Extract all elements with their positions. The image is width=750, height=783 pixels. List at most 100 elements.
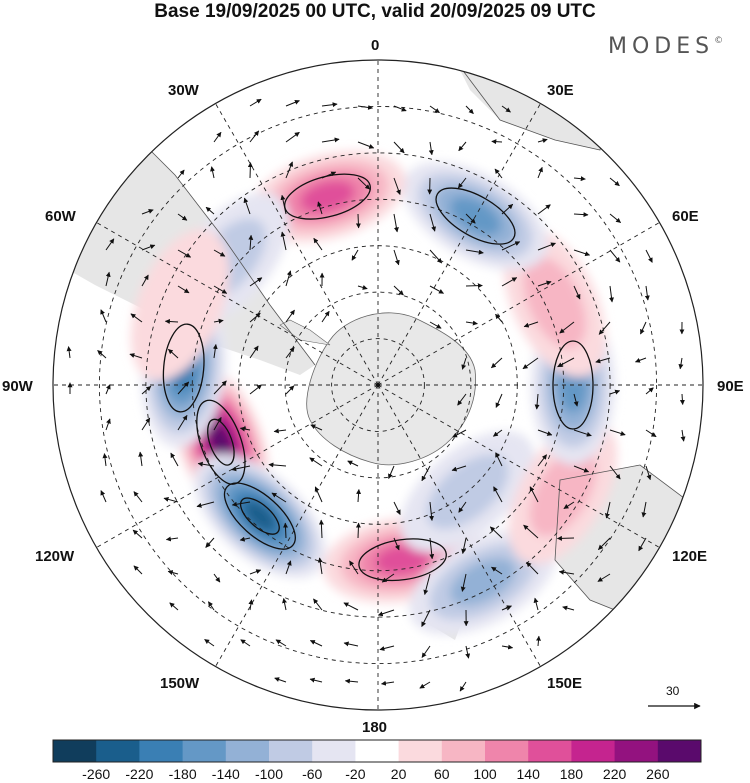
wind-arrow bbox=[429, 213, 436, 232]
colorbar-swatch bbox=[571, 740, 615, 762]
lon-label-180: 180 bbox=[362, 719, 388, 736]
wind-arrow bbox=[356, 489, 362, 503]
wind-arrow bbox=[141, 244, 156, 251]
wind-arrow bbox=[318, 519, 324, 539]
anomaly-positive-90w-60w-level bbox=[210, 426, 231, 459]
wind-arrow bbox=[207, 601, 215, 611]
wind-arrow bbox=[100, 490, 107, 503]
wind-arrow bbox=[460, 573, 467, 592]
wind-arrow bbox=[347, 460, 359, 467]
wind-arrow bbox=[213, 285, 228, 294]
wind-arrow bbox=[240, 639, 251, 647]
lon-label-30w: 30W bbox=[168, 82, 199, 99]
wind-arrow bbox=[177, 285, 190, 294]
anomaly-positive-australia-level bbox=[523, 256, 586, 349]
anomaly-positive-south-pacific-level bbox=[300, 180, 355, 213]
colorbar-swatch bbox=[614, 740, 659, 762]
wind-arrow bbox=[141, 209, 154, 215]
wind-arrow bbox=[393, 177, 401, 195]
wind-arrow bbox=[640, 321, 647, 335]
wind-arrow bbox=[522, 357, 539, 370]
wind-arrow bbox=[501, 105, 511, 113]
wind-arrow bbox=[239, 536, 251, 542]
wind-arrow bbox=[495, 313, 503, 323]
colorbar-tick-label: 260 bbox=[646, 766, 670, 782]
wind-arrow bbox=[429, 249, 443, 264]
wind-arrow bbox=[249, 130, 260, 143]
wind-arrow bbox=[355, 213, 361, 229]
map-disk bbox=[53, 60, 703, 710]
wind-arrow bbox=[533, 597, 539, 611]
wind-arrow bbox=[421, 609, 431, 627]
wind-arrow bbox=[97, 350, 107, 359]
wind-arrow bbox=[196, 501, 215, 508]
anomaly-positive-120w-level bbox=[130, 229, 230, 381]
wind-arrow bbox=[537, 138, 548, 144]
colorbar-tick-label: -260 bbox=[82, 766, 111, 782]
wind-arrow bbox=[164, 318, 179, 324]
wind-arrow bbox=[563, 501, 575, 510]
meridian-line bbox=[377, 384, 660, 548]
wind-arrow bbox=[465, 105, 474, 114]
wind-arrow bbox=[419, 681, 431, 689]
contour-ring bbox=[358, 538, 447, 582]
colorbar-swatch bbox=[225, 740, 270, 762]
wind-arrow bbox=[177, 213, 188, 221]
anomaly-negative-tasman-contour bbox=[435, 187, 516, 245]
colorbar-swatch bbox=[312, 740, 356, 762]
wind-arrow bbox=[231, 465, 251, 472]
wind-arrow bbox=[421, 645, 431, 658]
wind-arrow bbox=[429, 501, 435, 521]
wind-arrow bbox=[249, 98, 262, 107]
wind-arrow bbox=[451, 465, 467, 472]
colorbar-frame bbox=[52, 739, 702, 763]
lon-label-90w: 90W bbox=[2, 378, 33, 395]
wind-arrow bbox=[285, 270, 292, 287]
wind-arrow bbox=[598, 321, 611, 335]
wind-arrow bbox=[523, 321, 539, 328]
wind-arrow bbox=[458, 501, 467, 513]
wind-arrow bbox=[314, 486, 323, 503]
wind-arrow bbox=[393, 105, 407, 112]
wind-arrow bbox=[349, 560, 359, 575]
wind-arrow bbox=[105, 271, 111, 287]
meridian-line bbox=[96, 384, 379, 548]
wind-arrow bbox=[317, 201, 323, 215]
wind-arrow bbox=[491, 357, 503, 369]
wind-arrow bbox=[167, 570, 179, 575]
wind-arrow bbox=[393, 537, 400, 551]
colorbar-tick-label: 220 bbox=[602, 766, 627, 782]
wind-arrow bbox=[535, 635, 541, 647]
wind-arrow bbox=[556, 535, 575, 541]
wind-arrow bbox=[141, 417, 151, 431]
wind-arrow bbox=[243, 197, 251, 215]
wind-arrow bbox=[573, 429, 592, 437]
wind-arrow bbox=[645, 387, 654, 395]
wind-arrow bbox=[495, 452, 503, 467]
wind-arrow bbox=[604, 501, 611, 519]
contour-ring bbox=[162, 323, 205, 413]
colorbar-swatch bbox=[182, 740, 227, 762]
lon-label-120w: 120W bbox=[35, 548, 75, 565]
contour-ring bbox=[207, 418, 235, 466]
wind-arrow bbox=[132, 529, 143, 539]
colorbar-tick-label: 140 bbox=[516, 766, 540, 782]
wind-arrow bbox=[285, 560, 292, 575]
wind-arrow bbox=[129, 353, 143, 359]
wind-arrow bbox=[494, 168, 503, 179]
wind-arrow bbox=[268, 462, 287, 468]
colorbar-swatch bbox=[269, 740, 313, 762]
page-title: Base 19/09/2025 00 UTC, valid 20/09/2025… bbox=[154, 1, 596, 22]
wind-arrow bbox=[249, 384, 262, 395]
wind-arrow bbox=[102, 453, 108, 467]
anomaly-positive-south-atlantic-level bbox=[374, 544, 431, 575]
wind-arrow bbox=[638, 537, 647, 552]
wind-arrow bbox=[491, 139, 503, 145]
wind-arrow bbox=[573, 393, 579, 407]
wind-arrow bbox=[309, 640, 323, 647]
wind-arrow bbox=[213, 131, 222, 143]
wind-arrow bbox=[285, 309, 295, 323]
wind-arrow bbox=[248, 234, 254, 251]
wind-arrow bbox=[501, 203, 514, 215]
wind-arrow bbox=[562, 605, 575, 611]
